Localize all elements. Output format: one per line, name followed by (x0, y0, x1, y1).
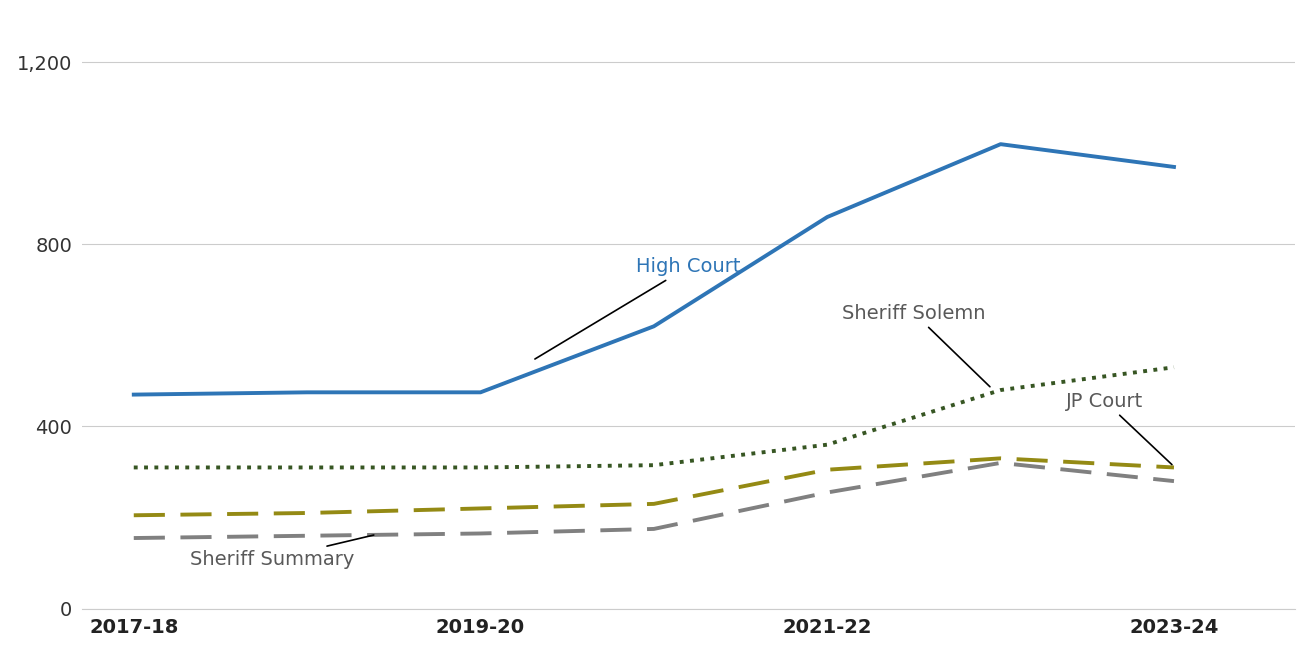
Text: High Court: High Court (535, 257, 741, 359)
Text: JP Court: JP Court (1067, 392, 1172, 464)
Text: Sheriff Solemn: Sheriff Solemn (842, 303, 991, 387)
Text: Sheriff Summary: Sheriff Summary (190, 535, 374, 568)
